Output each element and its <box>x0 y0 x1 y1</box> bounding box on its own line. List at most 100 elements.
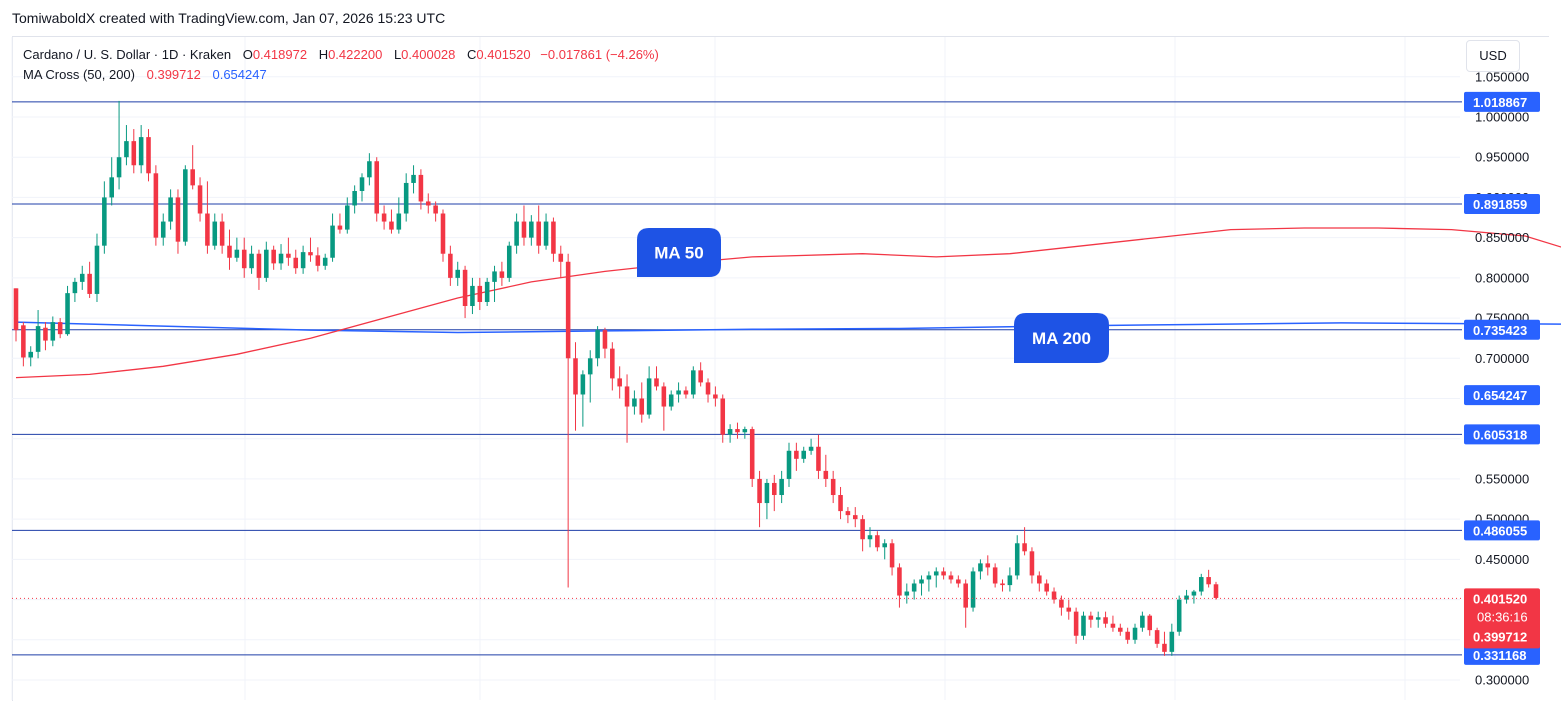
candle-up <box>646 378 652 415</box>
candle-down <box>749 429 755 479</box>
ma50-line <box>15 227 1561 379</box>
candle-down <box>175 197 181 242</box>
chart-legend: Cardano / U. S. Dollar · 1D · Kraken O0.… <box>23 45 659 85</box>
currency-button[interactable]: USD <box>1466 40 1520 72</box>
candle-down <box>87 273 92 294</box>
candle-up <box>492 271 497 282</box>
candle-up <box>1169 631 1175 652</box>
candle-down <box>227 245 232 258</box>
candle-down <box>794 450 799 459</box>
candle-down <box>639 398 645 415</box>
candle-up <box>345 205 350 230</box>
candle-up <box>691 370 696 395</box>
candle-down <box>1037 575 1042 584</box>
candle-up <box>470 285 475 307</box>
candle-up <box>484 281 490 302</box>
candle-up <box>138 137 144 166</box>
level-price-label: 0.605318 <box>1473 427 1527 442</box>
candle-down <box>602 330 608 349</box>
price-axis: 1.0500001.0000000.9500000.9000000.850000… <box>1464 69 1540 688</box>
candle-down <box>1073 611 1079 636</box>
price-tick-label: 0.450000 <box>1475 552 1529 567</box>
open-value: 0.418972 <box>252 47 308 62</box>
candle-down <box>565 261 571 359</box>
ma50-tag-bg <box>637 228 721 277</box>
ma50-value: 0.399712 <box>146 67 201 82</box>
candle-up <box>1140 615 1145 628</box>
candle-down <box>735 429 740 433</box>
ma-cross-label[interactable]: MA Cross (50, 200) <box>23 67 135 82</box>
candle-down <box>205 213 210 246</box>
candle-down <box>1147 615 1153 631</box>
high-label: H <box>318 47 329 62</box>
candle-down <box>1059 599 1064 608</box>
candle-up <box>79 273 85 282</box>
candle-up <box>595 330 600 359</box>
candle-down <box>860 519 865 540</box>
candle-up <box>742 429 748 433</box>
ma200-path <box>15 321 1561 334</box>
price-tick-label: 0.700000 <box>1475 351 1529 366</box>
candle-up <box>786 450 792 479</box>
candle-down <box>1103 617 1108 624</box>
candle-down <box>1022 543 1027 552</box>
candle-up <box>926 575 932 580</box>
level-price-label-bg <box>1464 644 1540 665</box>
candle-down <box>720 398 726 435</box>
ohlc-row: Cardano / U. S. Dollar · 1D · Kraken O0.… <box>23 45 659 65</box>
candle-up <box>264 249 269 278</box>
candle-down <box>1118 627 1123 632</box>
level-price-label-bg <box>1464 424 1540 445</box>
candle-up <box>116 157 122 178</box>
candle-down <box>153 173 159 238</box>
candle-down <box>948 575 954 580</box>
candle-down <box>992 567 998 584</box>
high-value: 0.422200 <box>328 47 383 62</box>
level-price-label: 0.891859 <box>1473 197 1527 212</box>
candle-down <box>293 257 299 269</box>
candle-down <box>43 327 48 341</box>
horizontal-levels <box>12 101 1462 656</box>
candle-up <box>1184 595 1189 600</box>
candle-down <box>941 571 946 576</box>
candle-down <box>146 137 151 174</box>
ma200-tag: MA 200 <box>1032 329 1091 348</box>
candle-up <box>124 141 129 158</box>
candle-up <box>411 174 416 183</box>
candle-up <box>352 190 357 206</box>
candle-down <box>654 378 659 387</box>
candle-down <box>624 386 630 407</box>
ma200-price-label: 0.654247 <box>1473 388 1527 403</box>
candle-down <box>425 201 431 206</box>
candle-up <box>587 358 593 375</box>
candle-down <box>617 378 622 387</box>
candle-down <box>683 390 689 395</box>
ma200-line <box>15 321 1561 334</box>
candle-up <box>808 446 814 451</box>
candle-down <box>190 169 195 186</box>
candle-down <box>838 495 843 512</box>
candle-up <box>35 326 41 352</box>
candle-down <box>315 255 321 266</box>
candle-down <box>448 253 453 278</box>
candle-down <box>956 579 961 584</box>
candle-up <box>1095 617 1101 620</box>
close-label: C <box>467 47 477 62</box>
candle-up <box>514 221 519 246</box>
price-tick-label: 0.550000 <box>1475 471 1529 486</box>
candle-up <box>676 390 681 395</box>
candle-down <box>219 221 225 246</box>
symbol-title[interactable]: Cardano / U. S. Dollar · 1D · Kraken <box>23 47 232 62</box>
level-price-label-bg <box>1464 193 1540 214</box>
candle-up <box>94 245 100 294</box>
candle-up <box>933 571 939 576</box>
candle-down <box>845 511 851 516</box>
attribution-text: TomiwaboldX created with TradingView.com… <box>12 10 446 26</box>
change-value: −0.017861 (−4.26%) <box>540 47 659 62</box>
ma50-path <box>15 227 1561 379</box>
candle-down <box>440 213 446 254</box>
level-price-label: 1.018867 <box>1473 95 1527 110</box>
candle-up <box>212 221 218 246</box>
candle-up <box>727 429 733 435</box>
